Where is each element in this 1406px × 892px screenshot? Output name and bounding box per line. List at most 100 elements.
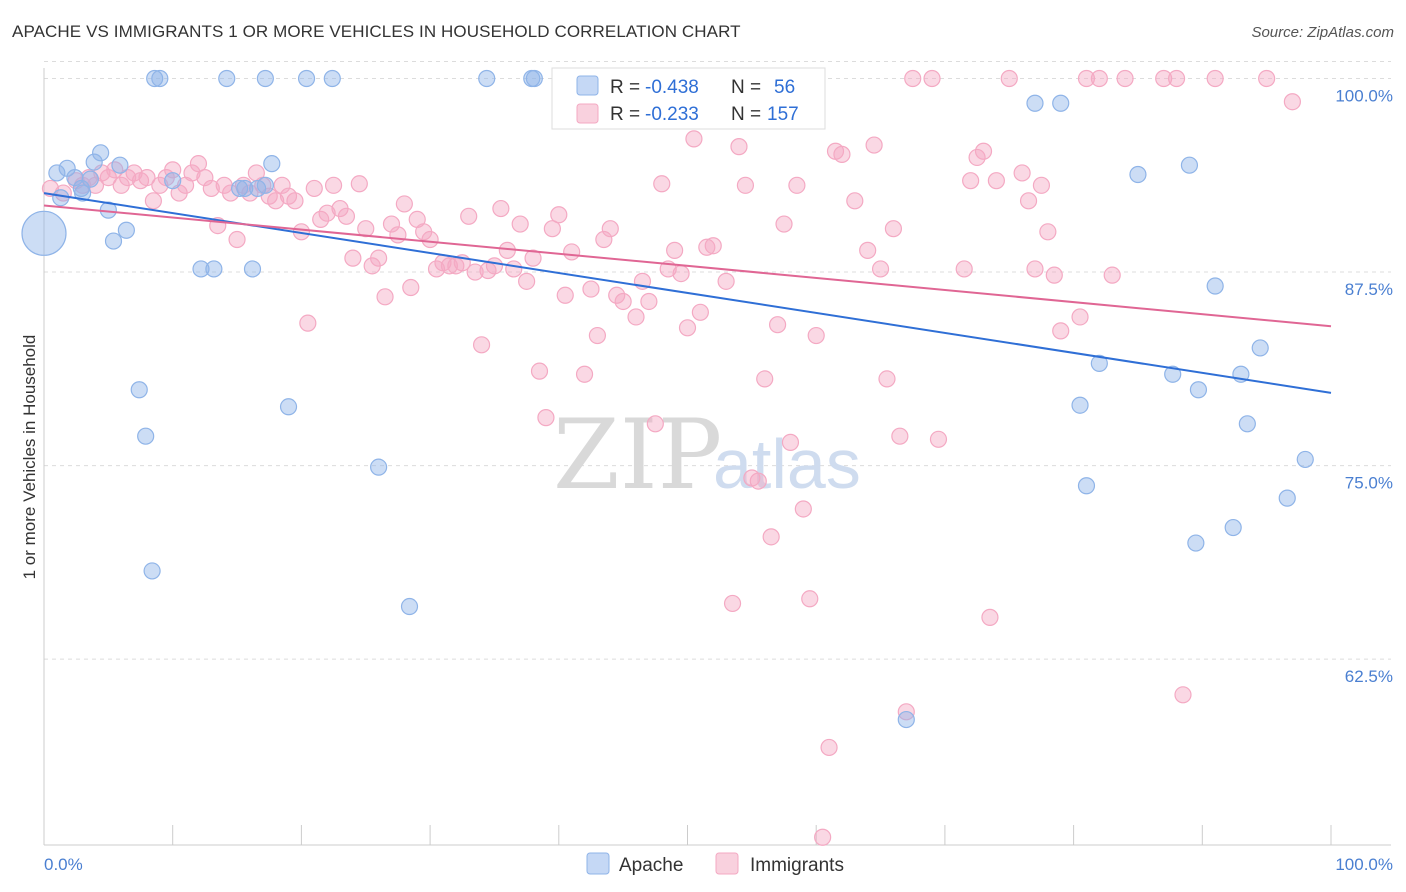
immigrants-point[interactable] (1116, 69, 1134, 88)
immigrants-point[interactable] (929, 430, 948, 448)
immigrants-point[interactable] (736, 176, 755, 194)
immigrants-point[interactable] (801, 590, 819, 608)
apache-point[interactable] (205, 260, 223, 278)
immigrants-point[interactable] (981, 608, 999, 626)
apache-point[interactable] (1090, 354, 1108, 373)
apache-point[interactable] (1164, 365, 1182, 383)
immigrants-point[interactable] (376, 288, 394, 306)
immigrants-point[interactable] (305, 179, 323, 198)
immigrants-point[interactable] (595, 230, 613, 249)
apache-point[interactable] (1129, 165, 1147, 184)
immigrants-point[interactable] (582, 280, 600, 298)
immigrants-point[interactable] (189, 155, 208, 173)
immigrants-point[interactable] (472, 336, 491, 354)
immigrants-point[interactable] (273, 176, 291, 194)
immigrants-point[interactable] (492, 199, 510, 218)
immigrants-point[interactable] (775, 215, 793, 233)
immigrants-point[interactable] (460, 207, 478, 225)
immigrants-point[interactable] (1258, 69, 1276, 88)
immigrants-point[interactable] (891, 427, 909, 445)
immigrants-point[interactable] (370, 249, 388, 267)
immigrants-point[interactable] (196, 168, 214, 187)
immigrants-point[interactable] (1071, 308, 1089, 326)
immigrants-point[interactable] (337, 207, 356, 225)
apache-point[interactable] (1238, 415, 1256, 433)
immigrants-point[interactable] (1103, 266, 1121, 284)
immigrants-point[interactable] (646, 415, 664, 433)
immigrants-point[interactable] (421, 230, 439, 249)
apache-point[interactable] (81, 170, 99, 188)
immigrants-point[interactable] (588, 326, 607, 345)
apache-point[interactable] (1071, 396, 1089, 414)
legend-immigrants-swatch[interactable] (715, 852, 739, 875)
immigrants-point[interactable] (1000, 69, 1018, 88)
immigrants-point[interactable] (923, 69, 941, 88)
apache-point[interactable] (279, 398, 298, 416)
apache-point[interactable] (323, 69, 341, 88)
immigrants-point[interactable] (1032, 176, 1051, 194)
immigrants-point[interactable] (1283, 93, 1301, 111)
apache-point[interactable] (137, 427, 155, 445)
immigrants-point[interactable] (794, 500, 812, 518)
immigrants-point[interactable] (878, 370, 896, 388)
immigrants-point[interactable] (653, 175, 671, 193)
immigrants-point[interactable] (768, 316, 787, 334)
immigrants-point[interactable] (871, 260, 890, 278)
immigrants-point[interactable] (730, 138, 748, 156)
apache-point[interactable] (117, 221, 135, 239)
immigrants-point[interactable] (575, 365, 594, 383)
immigrants-point[interactable] (820, 738, 838, 757)
immigrants-point[interactable] (312, 210, 330, 228)
immigrants-point[interactable] (884, 220, 903, 238)
immigrants-point[interactable] (955, 260, 973, 278)
apache-point[interactable] (48, 164, 66, 182)
apache-point[interactable] (1187, 534, 1205, 552)
apache-point[interactable] (478, 69, 496, 88)
apache-point[interactable] (256, 176, 274, 194)
immigrants-point[interactable] (138, 168, 156, 187)
immigrants-point[interactable] (1026, 260, 1044, 278)
apache-point[interactable] (236, 179, 254, 198)
immigrants-point[interactable] (614, 292, 632, 311)
apache-point[interactable] (74, 184, 92, 202)
apache-point[interactable] (164, 172, 182, 190)
immigrants-point[interactable] (1077, 69, 1096, 88)
immigrants-point[interactable] (666, 241, 684, 259)
immigrants-point[interactable] (859, 241, 877, 259)
immigrants-point[interactable] (466, 263, 484, 281)
bottom-legend[interactable]: Apache Immigrants (586, 852, 844, 876)
immigrants-point[interactable] (543, 220, 561, 238)
apache-point[interactable] (146, 69, 164, 88)
immigrants-point[interactable] (382, 215, 401, 233)
immigrants-point[interactable] (723, 594, 742, 613)
immigrants-point[interactable] (1206, 69, 1224, 88)
immigrants-point[interactable] (691, 303, 709, 321)
apache-point[interactable] (525, 69, 543, 88)
immigrants-point[interactable] (904, 69, 922, 88)
apache-point[interactable] (111, 156, 129, 174)
apache-point[interactable] (263, 155, 281, 173)
immigrants-point[interactable] (286, 192, 304, 210)
immigrants-point[interactable] (537, 409, 555, 427)
immigrants-point[interactable] (608, 286, 626, 304)
apache-point[interactable] (243, 260, 262, 278)
immigrants-point[interactable] (968, 148, 986, 167)
apache-point[interactable] (21, 210, 67, 256)
immigrants-point[interactable] (1155, 69, 1173, 88)
immigrants-point[interactable] (685, 130, 703, 148)
apache-point[interactable] (52, 189, 70, 207)
immigrants-point[interactable] (698, 238, 716, 256)
immigrants-point[interactable] (627, 308, 645, 326)
apache-point[interactable] (256, 69, 274, 88)
immigrants-point[interactable] (678, 319, 697, 337)
immigrants-point[interactable] (427, 260, 446, 278)
apache-point[interactable] (92, 144, 110, 162)
immigrants-point[interactable] (762, 528, 780, 546)
immigrants-point[interactable] (395, 195, 413, 213)
immigrants-point[interactable] (865, 136, 883, 154)
apache-point[interactable] (1251, 339, 1269, 357)
immigrants-point[interactable] (389, 226, 407, 244)
apache-point[interactable] (1052, 94, 1070, 112)
immigrants-point[interactable] (511, 215, 529, 233)
immigrants-point[interactable] (1090, 69, 1108, 88)
